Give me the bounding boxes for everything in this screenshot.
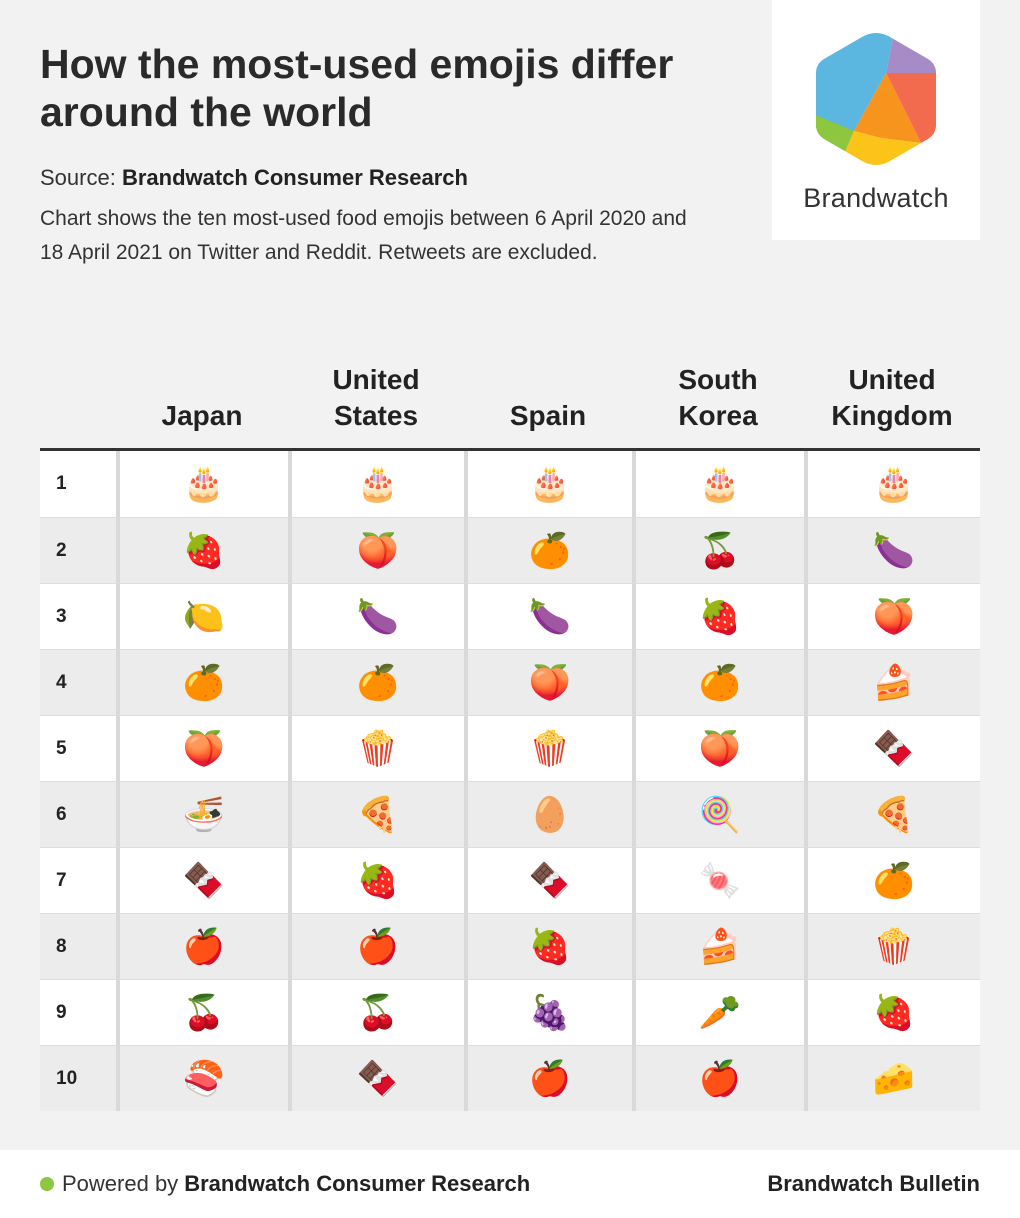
table-row: 1 🎂 🎂 🎂 🎂 🎂 (40, 451, 980, 517)
emoji-cell-united-states: 🍑 (288, 518, 464, 583)
column-header-united-states-text: United States (332, 364, 420, 431)
brandwatch-bulletin: Brandwatch Bulletin (767, 1171, 980, 1196)
rank-label: 2 (56, 539, 67, 561)
emoji-cell-united-states: 🍆 (288, 584, 464, 649)
rank-label: 10 (56, 1067, 78, 1089)
emoji-cell-united-states: 🍊 (288, 650, 464, 715)
emoji-cell-spain: 🍓 (464, 914, 632, 979)
column-header-japan: Japan (161, 400, 243, 431)
emoji-cell-spain: 🎂 (464, 451, 632, 517)
emoji-cell-united-kingdom: 🍓 (804, 980, 980, 1045)
emoji-cell-japan: 🍣 (116, 1046, 288, 1111)
column-header-united-kingdom: United Kingdom (804, 362, 980, 434)
emoji-cell-spain: 🥚 (464, 782, 632, 847)
emoji-cell-united-states: 🍿 (288, 716, 464, 781)
emoji-cell-united-kingdom: 🍫 (804, 716, 980, 781)
emoji-cell-spain: 🍆 (464, 584, 632, 649)
emoji-cell-united-kingdom: 🍊 (804, 848, 980, 913)
column-header-south-korea: South Korea (632, 362, 804, 434)
emoji-cell-spain: 🍿 (464, 716, 632, 781)
powered-by-prefix: Powered by (62, 1171, 179, 1196)
emoji-cell-south-korea: 🍊 (632, 650, 804, 715)
table-row: 10 🍣 🍫 🍎 🍎 🧀 (40, 1045, 980, 1111)
emoji-cell-united-states: 🍒 (288, 980, 464, 1045)
emoji-cell-south-korea: 🍎 (632, 1046, 804, 1111)
table-row: 5 🍑 🍿 🍿 🍑 🍫 (40, 715, 980, 781)
emoji-cell-south-korea: 🥕 (632, 980, 804, 1045)
emoji-cell-united-kingdom: 🍑 (804, 584, 980, 649)
emoji-cell-south-korea: 🍰 (632, 914, 804, 979)
emoji-cell-japan: 🍎 (116, 914, 288, 979)
emoji-cell-united-states: 🍕 (288, 782, 464, 847)
emoji-cell-south-korea: 🍬 (632, 848, 804, 913)
emoji-cell-japan: 🍋 (116, 584, 288, 649)
source-label: Source: (40, 165, 116, 190)
emoji-cell-south-korea: 🎂 (632, 451, 804, 517)
rank-label: 4 (56, 671, 67, 693)
emoji-cell-spain: 🍎 (464, 1046, 632, 1111)
emoji-cell-united-states: 🍓 (288, 848, 464, 913)
logo-segment (854, 73, 921, 143)
rank-label: 8 (56, 935, 67, 957)
brandwatch-hexagon-icon (816, 33, 936, 165)
emoji-cell-united-kingdom: 🧀 (804, 1046, 980, 1111)
emoji-cell-south-korea: 🍒 (632, 518, 804, 583)
emoji-cell-south-korea: 🍭 (632, 782, 804, 847)
powered-by: Powered by Brandwatch Consumer Research (40, 1171, 530, 1197)
emoji-cell-spain: 🍊 (464, 518, 632, 583)
chart-description: Chart shows the ten most-used food emoji… (40, 207, 687, 264)
source-line: Source: Brandwatch Consumer Research (40, 165, 468, 191)
emoji-cell-japan: 🍓 (116, 518, 288, 583)
column-header-united-states: United States (288, 362, 464, 434)
column-header-south-korea-text: South Korea (678, 364, 758, 431)
green-dot-icon (40, 1177, 54, 1191)
emoji-cell-spain: 🍫 (464, 848, 632, 913)
table-row: 9 🍒 🍒 🍇 🥕 🍓 (40, 979, 980, 1045)
rank-label: 3 (56, 605, 67, 627)
rank-label: 1 (56, 473, 67, 494)
emoji-cell-japan: 🍑 (116, 716, 288, 781)
column-header-spain: Spain (509, 400, 587, 431)
brandwatch-wordmark: Brandwatch (803, 183, 949, 213)
rank-label: 6 (56, 803, 67, 825)
emoji-cell-united-states: 🍎 (288, 914, 464, 979)
emoji-cell-japan: 🍊 (116, 650, 288, 715)
emoji-cell-south-korea: 🍓 (632, 584, 804, 649)
emoji-cell-spain: 🍑 (464, 650, 632, 715)
emoji-ranking-table: 1 🎂 🎂 🎂 🎂 🎂 2 🍓 🍑 🍊 🍒 🍆 3 🍋 🍆 🍆 🍓 🍑 4 🍊 🍊 🍑 🍊 🍰 5 🍑 🍿 🍿 🍑 🍫 6 🍜 🍕 🥚 🍭 🍕 7 🍫 🍓 🍫… (40, 451, 980, 1111)
rank-label: 9 (56, 1001, 67, 1023)
table-row: 8 🍎 🍎 🍓 🍰 🍿 (40, 913, 980, 979)
emoji-cell-japan: 🎂 (116, 451, 288, 517)
logo-segment (886, 33, 936, 73)
chart-title: How the most-used emojis differ around t… (40, 41, 674, 135)
table-row: 6 🍜 🍕 🥚 🍭 🍕 (40, 781, 980, 847)
column-header-united-kingdom-text: United Kingdom (831, 364, 953, 431)
header-divider (40, 448, 980, 451)
emoji-cell-united-states: 🍫 (288, 1046, 464, 1111)
footer: Powered by Brandwatch Consumer Research … (0, 1150, 1020, 1218)
emoji-cell-japan: 🍫 (116, 848, 288, 913)
emoji-cell-united-kingdom: 🍰 (804, 650, 980, 715)
rank-label: 5 (56, 737, 67, 759)
emoji-cell-united-kingdom: 🍕 (804, 782, 980, 847)
table-row: 3 🍋 🍆 🍆 🍓 🍑 (40, 583, 980, 649)
powered-by-brand: Brandwatch Consumer Research (184, 1171, 531, 1196)
emoji-cell-united-states: 🎂 (288, 451, 464, 517)
source-value: Brandwatch Consumer Research (121, 165, 468, 190)
emoji-cell-japan: 🍒 (116, 980, 288, 1045)
emoji-cell-japan: 🍜 (116, 782, 288, 847)
rank-label: 7 (56, 869, 67, 891)
emoji-cell-south-korea: 🍑 (632, 716, 804, 781)
table-row: 7 🍫 🍓 🍫 🍬 🍊 (40, 847, 980, 913)
emoji-cell-united-kingdom: 🍿 (804, 914, 980, 979)
emoji-cell-spain: 🍇 (464, 980, 632, 1045)
emoji-cell-united-kingdom: 🎂 (804, 451, 980, 517)
brandwatch-logo-card: Brandwatch (772, 0, 980, 240)
table-row: 4 🍊 🍊 🍑 🍊 🍰 (40, 649, 980, 715)
table-row: 2 🍓 🍑 🍊 🍒 🍆 (40, 517, 980, 583)
logo-segment (886, 73, 936, 143)
emoji-cell-united-kingdom: 🍆 (804, 518, 980, 583)
